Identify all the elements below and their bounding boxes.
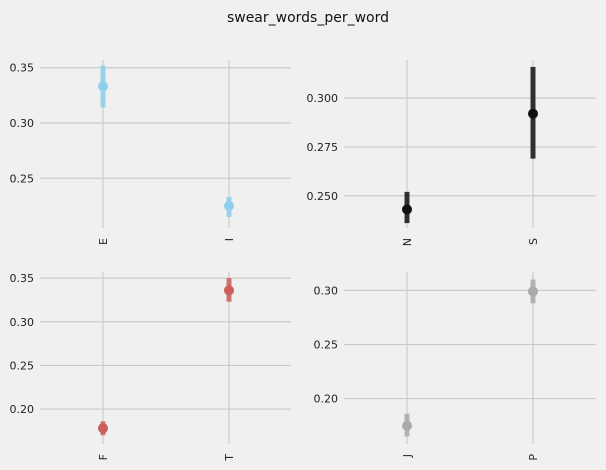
y-tick-label: 0.25 xyxy=(314,338,339,351)
panel-2: 0.250 0.275 0.300 N S xyxy=(307,60,596,246)
x-tick-label: E xyxy=(97,238,110,245)
y-tick-label: 0.20 xyxy=(10,403,35,416)
x-tick-label: F xyxy=(97,454,110,460)
panel-3: 0.20 0.25 0.30 0.35 F T xyxy=(10,272,291,462)
y-tick-label: 0.30 xyxy=(10,117,35,130)
panel-4: 0.20 0.25 0.30 J P xyxy=(314,272,596,461)
x-tick-label: N xyxy=(401,238,414,246)
y-tick-label: 0.30 xyxy=(10,316,35,329)
x-tick-label: S xyxy=(527,238,540,245)
y-tick-label: 0.20 xyxy=(314,393,339,406)
y-tick-label: 0.250 xyxy=(307,190,339,203)
x-tick-label: P xyxy=(527,454,540,461)
y-tick-label: 0.35 xyxy=(10,62,35,75)
y-tick-label: 0.25 xyxy=(10,359,35,372)
x-tick-label: J xyxy=(401,454,414,458)
y-tick-label: 0.30 xyxy=(314,284,339,297)
data-point xyxy=(528,108,538,119)
figure-title: swear_words_per_word xyxy=(227,10,389,26)
data-point xyxy=(402,420,412,431)
y-tick-label: 0.300 xyxy=(307,92,339,105)
data-point xyxy=(98,423,108,434)
data-point xyxy=(528,286,538,297)
data-point xyxy=(402,204,412,215)
y-tick-label: 0.25 xyxy=(10,172,35,185)
x-tick-label: T xyxy=(223,454,236,462)
data-point xyxy=(98,81,108,92)
x-tick-label: I xyxy=(223,238,236,241)
y-tick-label: 0.275 xyxy=(307,141,339,154)
panel-1: 0.25 0.30 0.35 E I xyxy=(10,60,291,245)
y-tick-label: 0.35 xyxy=(10,272,35,285)
data-point xyxy=(224,285,234,296)
data-point xyxy=(224,200,234,211)
